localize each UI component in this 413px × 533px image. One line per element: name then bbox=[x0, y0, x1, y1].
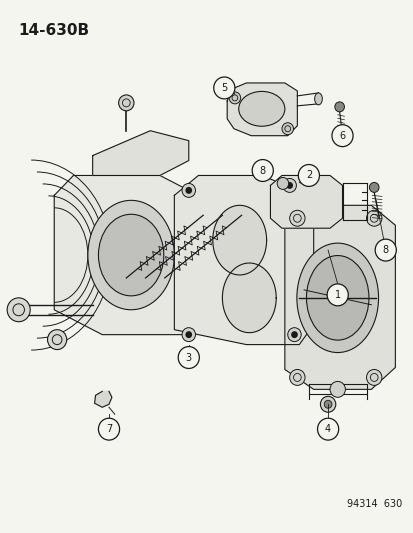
Circle shape bbox=[323, 400, 331, 408]
Ellipse shape bbox=[238, 92, 284, 126]
Circle shape bbox=[290, 331, 297, 338]
Circle shape bbox=[185, 187, 192, 194]
Text: 8: 8 bbox=[382, 245, 388, 255]
Polygon shape bbox=[174, 175, 313, 345]
Circle shape bbox=[213, 77, 234, 99]
Text: 7: 7 bbox=[106, 424, 112, 434]
Text: 4: 4 bbox=[324, 424, 330, 434]
Circle shape bbox=[326, 284, 347, 306]
Ellipse shape bbox=[296, 243, 377, 352]
Polygon shape bbox=[93, 131, 188, 175]
Circle shape bbox=[289, 211, 304, 226]
Circle shape bbox=[252, 159, 273, 181]
Ellipse shape bbox=[88, 200, 174, 310]
Circle shape bbox=[277, 177, 288, 189]
Text: 94314  630: 94314 630 bbox=[347, 499, 401, 508]
Circle shape bbox=[289, 369, 304, 385]
Polygon shape bbox=[222, 263, 275, 333]
Circle shape bbox=[331, 125, 352, 147]
Circle shape bbox=[329, 382, 344, 397]
Circle shape bbox=[228, 92, 240, 104]
Polygon shape bbox=[94, 391, 112, 407]
Circle shape bbox=[287, 328, 301, 342]
Circle shape bbox=[119, 95, 134, 111]
Circle shape bbox=[182, 183, 195, 197]
Circle shape bbox=[47, 330, 66, 350]
Polygon shape bbox=[212, 205, 266, 275]
Ellipse shape bbox=[306, 255, 368, 340]
Polygon shape bbox=[270, 175, 342, 228]
Ellipse shape bbox=[98, 214, 164, 296]
Text: 2: 2 bbox=[305, 171, 311, 181]
Circle shape bbox=[374, 239, 395, 261]
Circle shape bbox=[286, 182, 292, 189]
Circle shape bbox=[178, 346, 199, 368]
Circle shape bbox=[185, 331, 192, 338]
Polygon shape bbox=[227, 83, 297, 136]
Ellipse shape bbox=[314, 93, 322, 105]
Circle shape bbox=[7, 298, 30, 322]
Circle shape bbox=[282, 179, 296, 192]
Text: 3: 3 bbox=[185, 352, 191, 362]
Text: 8: 8 bbox=[259, 166, 265, 175]
Circle shape bbox=[281, 123, 293, 135]
Text: 14-630B: 14-630B bbox=[19, 23, 90, 38]
Circle shape bbox=[298, 165, 319, 187]
Circle shape bbox=[366, 211, 381, 226]
Polygon shape bbox=[54, 175, 207, 335]
Circle shape bbox=[368, 182, 378, 192]
Text: 6: 6 bbox=[339, 131, 345, 141]
Circle shape bbox=[366, 369, 381, 385]
Circle shape bbox=[334, 102, 344, 112]
Circle shape bbox=[317, 418, 338, 440]
Polygon shape bbox=[284, 205, 394, 389]
Circle shape bbox=[320, 397, 335, 412]
Text: 5: 5 bbox=[221, 83, 227, 93]
Text: 1: 1 bbox=[334, 290, 340, 300]
Circle shape bbox=[182, 328, 195, 342]
Circle shape bbox=[98, 418, 119, 440]
